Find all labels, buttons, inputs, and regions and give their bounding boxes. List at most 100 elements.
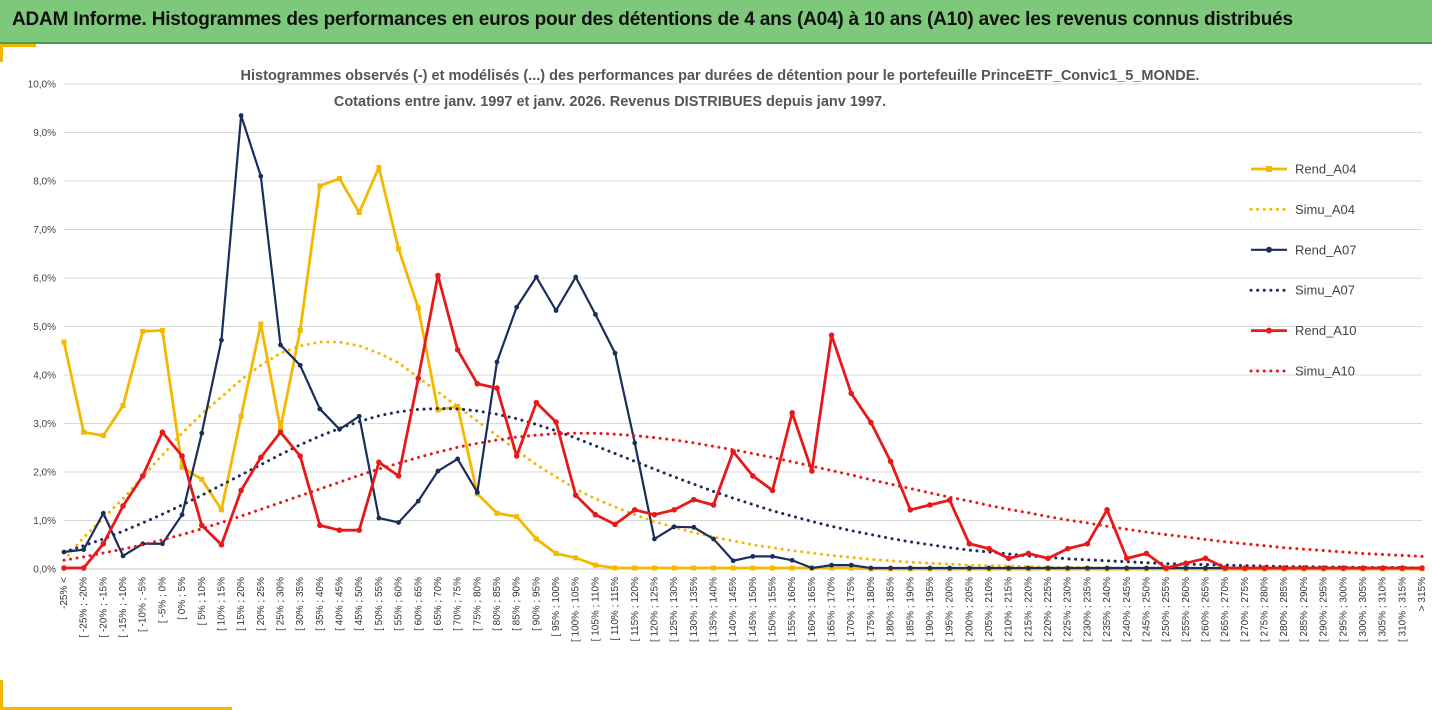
data-point	[415, 375, 422, 382]
x-tick-label: [ 110% ; 115%	[610, 577, 621, 641]
data-point	[868, 419, 874, 426]
x-tick-label: [ 120% ; 125%	[649, 577, 660, 642]
x-tick-label: [ 245% ; 250%	[1141, 577, 1152, 642]
data-point	[80, 565, 87, 571]
data-point	[1360, 565, 1366, 571]
data-point	[356, 210, 362, 216]
data-point	[179, 512, 185, 518]
data-point	[356, 413, 362, 419]
x-tick-label: [ 5% ; 10%	[197, 577, 208, 625]
data-point	[671, 507, 677, 513]
legend-label-rend_a10: Rend_A10	[1295, 323, 1356, 338]
x-tick-label: [ 180% ; 185%	[886, 577, 897, 642]
data-point	[809, 565, 815, 571]
data-point	[514, 304, 520, 310]
x-tick-label: [ 80% ; 85%	[492, 577, 503, 631]
x-tick-label: [ 95% ; 100%	[551, 577, 562, 637]
data-point	[966, 565, 972, 571]
data-point	[336, 527, 343, 533]
data-point	[848, 562, 854, 568]
x-tick-label: [ 270% ; 275%	[1240, 577, 1251, 642]
x-tick-label: [ 295% ; 300%	[1338, 577, 1349, 642]
x-tick-label: [ 30% ; 35%	[295, 577, 306, 631]
data-point	[258, 321, 264, 327]
data-point	[474, 380, 481, 387]
data-point	[533, 399, 540, 406]
data-point	[789, 565, 795, 571]
data-point	[120, 553, 126, 559]
x-tick-label: [ 50% ; 55%	[374, 577, 385, 631]
data-point	[1123, 555, 1130, 562]
x-tick-label: [ 25% ; 30%	[275, 577, 286, 631]
data-point	[435, 407, 441, 413]
legend-label-rend_a07: Rend_A07	[1295, 242, 1356, 257]
data-point	[455, 456, 461, 462]
data-point	[533, 274, 539, 280]
data-point	[770, 553, 775, 559]
data-point	[317, 406, 323, 412]
data-point	[927, 565, 933, 571]
x-tick-label: [ 235% ; 240%	[1102, 577, 1113, 642]
x-tick-label: [ 225% ; 230%	[1063, 577, 1074, 642]
x-tick-label: [ -10% ; -5%	[138, 577, 149, 632]
data-point	[789, 557, 795, 563]
data-point	[848, 390, 855, 397]
x-tick-label: [ 170% ; 175%	[846, 577, 857, 642]
data-point	[1261, 565, 1268, 571]
data-point	[297, 453, 303, 459]
x-tick-label: [ 280% ; 285%	[1279, 577, 1290, 642]
data-point	[317, 522, 323, 529]
x-tick-label: [ 210% ; 215%	[1004, 577, 1015, 642]
data-point	[927, 502, 933, 508]
data-point	[435, 468, 441, 474]
legend-marker	[1266, 246, 1272, 253]
series-line-simu_a07	[62, 406, 1424, 570]
x-tick-label: [ 230% ; 235%	[1082, 577, 1093, 642]
x-tick-label: [ -25% ; -20%	[79, 577, 90, 638]
report-banner: ADAM Informe. Histogrammes des performan…	[0, 0, 1432, 44]
data-point	[396, 246, 402, 252]
y-tick-label: 1,0%	[33, 516, 56, 527]
series-line-simu_a10	[62, 431, 1424, 562]
y-tick-label: 3,0%	[33, 419, 56, 430]
data-point	[81, 547, 87, 552]
x-tick-label: [ 0% ; 5%	[177, 577, 188, 620]
y-tick-label: 0,0%	[33, 565, 56, 576]
data-point	[139, 473, 146, 479]
x-tick-label: [ 160% ; 165%	[807, 577, 818, 642]
data-point	[1183, 560, 1189, 566]
y-tick-label: 5,0%	[33, 322, 56, 333]
data-point	[592, 311, 598, 317]
x-tick-label: [ 200% ; 205%	[964, 577, 975, 642]
x-tick-label: [ 45% ; 50%	[354, 577, 365, 631]
data-point	[159, 429, 166, 436]
data-point	[1202, 555, 1209, 562]
data-point	[100, 510, 106, 516]
data-point	[455, 404, 461, 410]
data-point	[1301, 565, 1307, 571]
x-tick-label: [ 65% ; 70%	[433, 577, 444, 631]
data-point	[986, 545, 992, 552]
data-point	[277, 429, 284, 436]
data-point	[553, 308, 559, 313]
data-point	[1124, 565, 1130, 571]
data-point	[513, 453, 520, 459]
data-point	[100, 540, 107, 547]
data-point	[632, 440, 638, 446]
x-tick-label: [ 165% ; 170%	[827, 577, 838, 642]
x-tick-label: [ 90% ; 95%	[531, 577, 542, 631]
data-point	[612, 565, 618, 571]
x-tick-label: [ 60% ; 65%	[413, 577, 424, 631]
x-tick-label: [ 140% ; 145%	[728, 577, 739, 642]
grid-layer	[64, 83, 1422, 570]
x-tick-label: [ 185% ; 190%	[905, 577, 916, 642]
data-point	[1203, 565, 1208, 571]
data-point	[1006, 565, 1012, 571]
data-point	[494, 385, 500, 391]
data-point	[1419, 565, 1425, 571]
x-tick-label: [ 105% ; 110%	[590, 577, 601, 641]
data-point	[769, 487, 776, 494]
x-tick-label: [ -20% ; -15%	[98, 577, 109, 638]
data-point	[1242, 565, 1248, 571]
